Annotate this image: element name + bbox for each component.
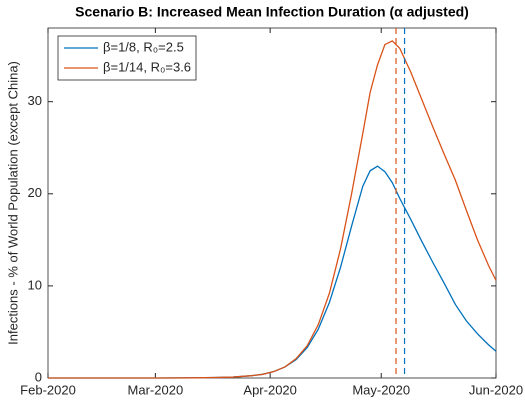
legend-box bbox=[57, 35, 197, 81]
y-tick-label: 20 bbox=[28, 185, 42, 200]
x-tick-label: Feb-2020 bbox=[20, 382, 76, 397]
y-axis-label: Infections - % of World Population (exce… bbox=[5, 61, 20, 345]
y-tick-label: 10 bbox=[28, 277, 42, 292]
x-tick-label: Jun-2020 bbox=[469, 382, 523, 397]
series-line bbox=[48, 40, 497, 379]
legend-label: β=1/8, R₀=2.5 bbox=[103, 39, 184, 54]
x-tick-label: Mar-2020 bbox=[128, 382, 184, 397]
x-tick-label: Apr-2020 bbox=[243, 382, 296, 397]
y-tick-label: 0 bbox=[35, 369, 42, 384]
chart-title: Scenario B: Increased Mean Infection Dur… bbox=[75, 4, 469, 20]
x-tick-label: May-2020 bbox=[352, 382, 410, 397]
plot-frame bbox=[47, 27, 497, 379]
legend-label: β=1/14, R₀=3.6 bbox=[103, 59, 191, 74]
y-tick-label: 30 bbox=[28, 93, 42, 108]
